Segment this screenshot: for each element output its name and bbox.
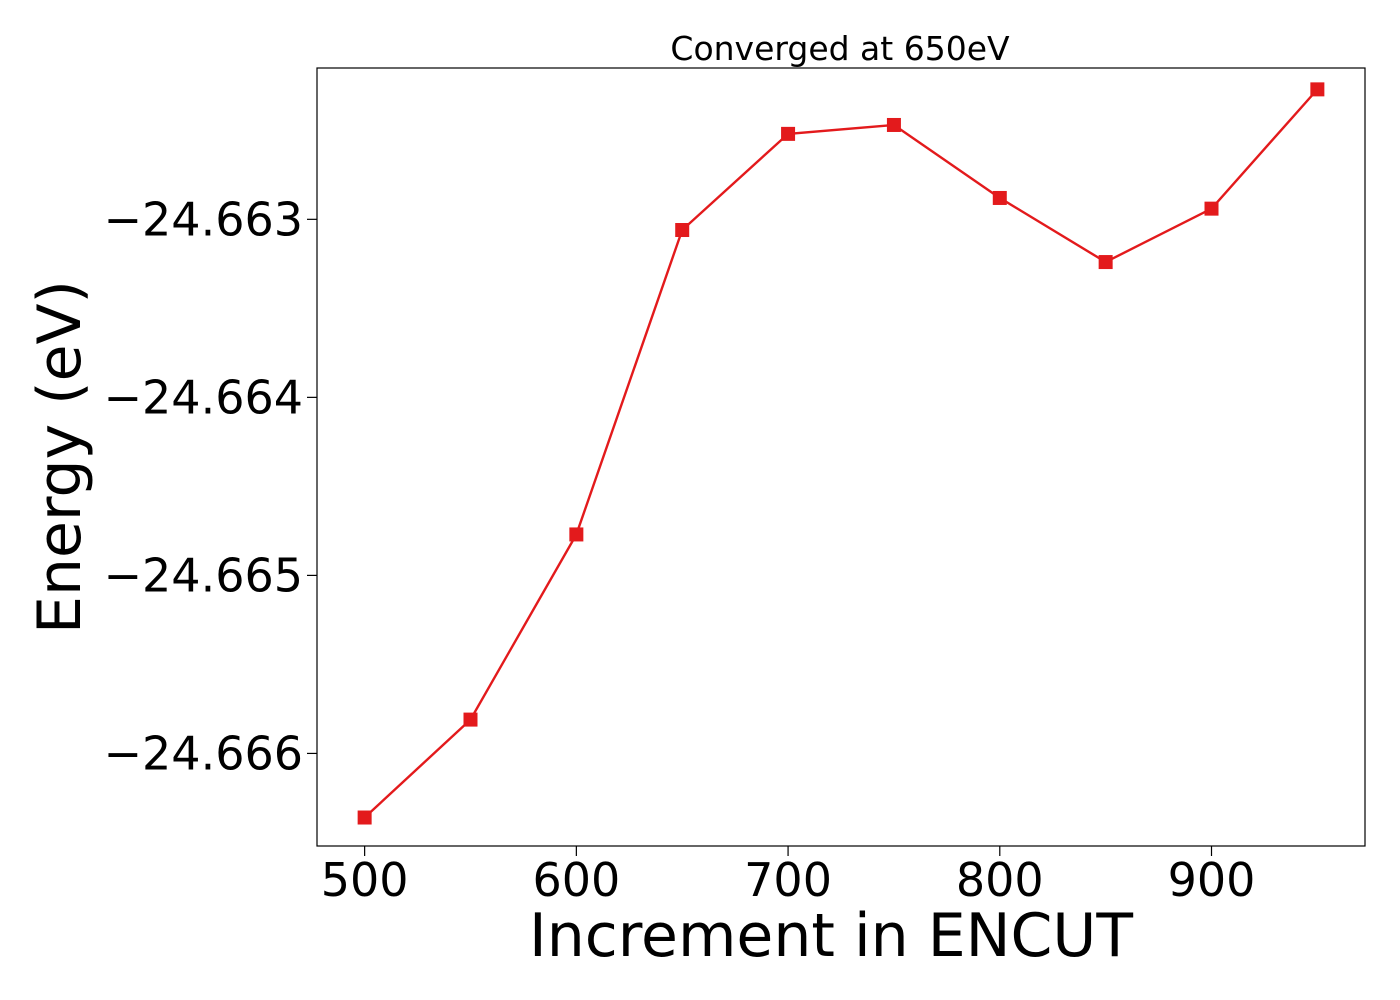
x-tick-label: 500 xyxy=(321,853,409,907)
data-point xyxy=(675,223,690,238)
x-axis-label: Increment in ENCUT xyxy=(529,901,1133,971)
y-tick-label: −24.663 xyxy=(104,192,304,246)
x-tick-label: 600 xyxy=(532,853,620,907)
chart-title: Converged at 650eV xyxy=(670,29,1010,68)
data-point xyxy=(1310,82,1325,97)
x-tick-label: 800 xyxy=(956,853,1044,907)
x-tick-label: 900 xyxy=(1168,853,1256,907)
y-tick-label: −24.664 xyxy=(104,370,304,424)
plot-frame xyxy=(316,67,1366,847)
data-point xyxy=(781,126,796,141)
data-point xyxy=(1098,255,1113,270)
series-line xyxy=(363,88,1319,819)
data-point xyxy=(1204,201,1219,216)
y-axis: −24.663 −24.664 −24.665 −24.666 xyxy=(104,192,317,780)
y-tick-label: −24.665 xyxy=(104,548,304,602)
data-point xyxy=(886,117,901,132)
y-axis-label: Energy (eV) xyxy=(25,280,95,634)
y-tick-label: −24.666 xyxy=(104,726,304,780)
series-layer xyxy=(357,82,1325,825)
data-point xyxy=(463,712,478,727)
data-point xyxy=(357,810,372,825)
x-axis: 500 600 700 800 900 xyxy=(321,846,1256,907)
data-point xyxy=(992,190,1007,205)
data-point xyxy=(569,527,584,542)
x-tick-label: 700 xyxy=(744,853,832,907)
